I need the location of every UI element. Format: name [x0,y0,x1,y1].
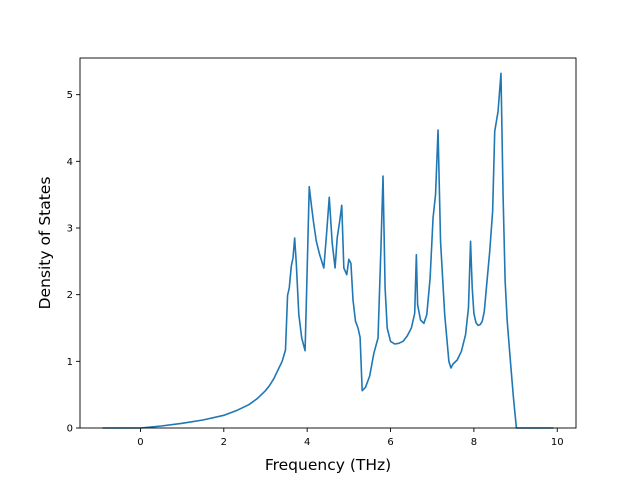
y-tick-label: 3 [67,224,73,235]
x-tick-label: 10 [551,437,564,448]
x-tick-label: 6 [387,437,393,448]
axis-ticks: 0 2 4 6 8 10 0 1 2 3 4 5 [67,90,564,448]
y-tick-label: 0 [67,424,73,435]
series-line-dos [102,72,554,429]
x-tick-label: 4 [304,437,310,448]
axes-frame [79,57,577,429]
x-tick-label: 0 [137,437,143,448]
y-tick-label: 5 [67,90,73,101]
x-axis-label: Frequency (THz) [265,456,391,474]
y-tick-label: 1 [67,357,73,368]
y-tick-label: 4 [67,157,73,168]
x-tick-label: 8 [471,437,477,448]
plot-area [102,72,554,429]
y-axis-label: Density of States [36,177,54,310]
x-tick-label: 2 [221,437,227,448]
y-tick-label: 2 [67,290,73,301]
